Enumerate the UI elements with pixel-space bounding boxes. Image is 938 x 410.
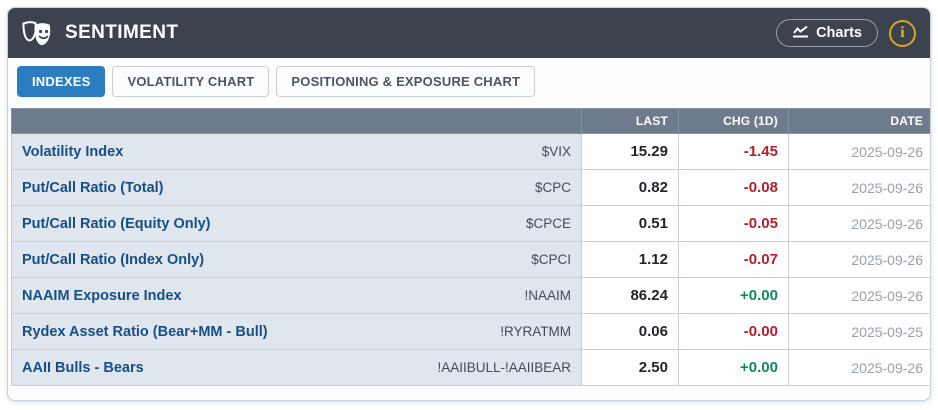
panel-body: INDEXES VOLATILITY CHART POSITIONING & EXP… [8, 58, 930, 386]
date-value: 2025-09-26 [788, 133, 930, 170]
index-name-link[interactable]: Put/Call Ratio (Total) [22, 179, 164, 196]
chg-value: +0.00 [678, 277, 789, 314]
index-name-link[interactable]: Put/Call Ratio (Equity Only) [22, 215, 211, 232]
index-symbol: $CPCI [531, 251, 571, 267]
last-value: 86.24 [581, 277, 679, 314]
panel-title: SENTIMENT [65, 22, 179, 43]
tab-bar: INDEXES VOLATILITY CHART POSITIONING & EXP… [11, 66, 927, 97]
table-row: Volatility Index $VIX 15.29 -1.45 2025-0… [11, 133, 930, 170]
tab-volatility-chart[interactable]: VOLATILITY CHART [112, 66, 270, 97]
chg-value: +0.00 [678, 349, 789, 386]
date-value: 2025-09-25 [788, 313, 930, 350]
sentiment-table: LAST CHG (1D) DATE Volatility Index $VIX… [11, 108, 930, 386]
date-value: 2025-09-26 [788, 277, 930, 314]
tab-indexes[interactable]: INDEXES [17, 66, 106, 97]
table-row: Put/Call Ratio (Index Only) $CPCI 1.12 -… [11, 241, 930, 278]
info-button[interactable]: i [889, 19, 916, 47]
column-header-chg: CHG (1D) [678, 108, 789, 134]
chart-line-icon [792, 25, 809, 42]
chg-value: -0.08 [678, 169, 789, 206]
date-value: 2025-09-26 [788, 349, 930, 386]
column-header-name [11, 108, 582, 134]
table-row: Put/Call Ratio (Total) $CPC 0.82 -0.08 2… [11, 169, 930, 206]
index-symbol: !NAAIM [524, 287, 571, 303]
last-value: 0.82 [581, 169, 679, 206]
table-row: NAAIM Exposure Index !NAAIM 86.24 +0.00 … [11, 277, 930, 314]
last-value: 0.06 [581, 313, 679, 350]
panel-header: SENTIMENT Charts i [8, 8, 930, 58]
index-name-link[interactable]: NAAIM Exposure Index [22, 287, 182, 304]
sentiment-panel: SENTIMENT Charts i INDEXES VOLATILITY CHA… [7, 7, 931, 401]
table-header-row: LAST CHG (1D) DATE [11, 108, 930, 134]
tab-positioning-exposure-chart[interactable]: POSITIONING & EXPOSURE CHART [276, 66, 536, 97]
last-value: 1.12 [581, 241, 679, 278]
table-row: Rydex Asset Ratio (Bear+MM - Bull) !RYRA… [11, 313, 930, 350]
date-value: 2025-09-26 [788, 205, 930, 242]
index-symbol: !AAIIBULL-!AAIIBEAR [437, 359, 571, 375]
chg-value: -0.05 [678, 205, 789, 242]
chg-value: -0.00 [678, 313, 789, 350]
charts-button[interactable]: Charts [776, 18, 878, 48]
table-row: Put/Call Ratio (Equity Only) $CPCE 0.51 … [11, 205, 930, 242]
date-value: 2025-09-26 [788, 169, 930, 206]
charts-button-label: Charts [816, 24, 862, 41]
date-value: 2025-09-26 [788, 241, 930, 278]
index-name-link[interactable]: AAII Bulls - Bears [22, 359, 144, 376]
theater-masks-icon [20, 19, 56, 47]
index-symbol: $CPC [534, 179, 571, 195]
chg-value: -0.07 [678, 241, 789, 278]
index-symbol: $CPCE [525, 215, 571, 231]
header-actions: Charts i [776, 18, 916, 48]
last-value: 15.29 [581, 133, 679, 170]
index-name-link[interactable]: Put/Call Ratio (Index Only) [22, 251, 205, 268]
last-value: 2.50 [581, 349, 679, 386]
column-header-last: LAST [581, 108, 679, 134]
last-value: 0.51 [581, 205, 679, 242]
index-name-link[interactable]: Volatility Index [22, 143, 124, 160]
column-header-date: DATE [788, 108, 930, 134]
index-symbol: $VIX [541, 143, 571, 159]
table-row: AAII Bulls - Bears !AAIIBULL-!AAIIBEAR 2… [11, 349, 930, 386]
chg-value: -1.45 [678, 133, 789, 170]
index-name-link[interactable]: Rydex Asset Ratio (Bear+MM - Bull) [22, 323, 268, 340]
index-symbol: !RYRATMM [500, 323, 571, 339]
